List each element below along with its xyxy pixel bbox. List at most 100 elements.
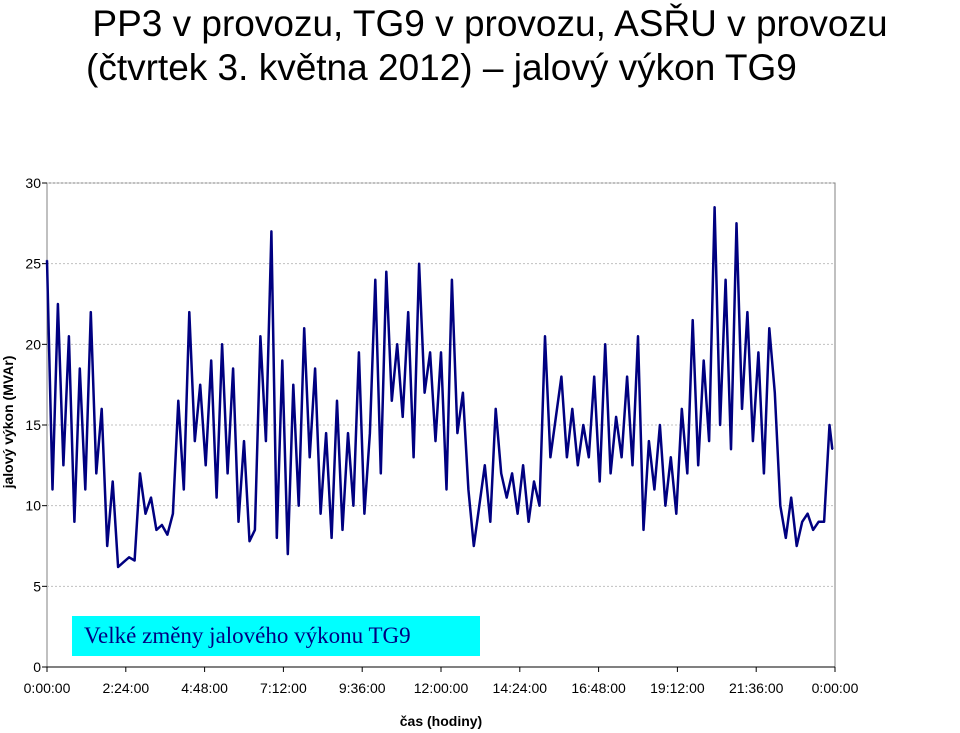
data-point <box>79 367 81 370</box>
data-point <box>484 464 486 467</box>
annotation-box: Velké změny jalového výkonu TG9 <box>72 616 480 656</box>
data-point <box>226 472 229 475</box>
data-point <box>566 456 568 459</box>
data-point <box>440 351 442 354</box>
data-point <box>287 553 289 555</box>
y-tick-label: 25 <box>25 256 41 272</box>
data-point <box>314 367 316 370</box>
x-axis-title: čas (hodiny) <box>400 713 482 729</box>
chart-title-line-1: PP3 v provozu, TG9 v provozu, ASŘU v pro… <box>92 3 888 44</box>
data-point <box>84 488 87 491</box>
data-point <box>407 311 410 313</box>
data-point <box>369 432 371 434</box>
y-axis-title: jalový výkon (MVAr) <box>0 356 16 490</box>
data-point <box>505 496 508 499</box>
data-point <box>401 416 404 418</box>
data-point <box>620 456 623 459</box>
data-point <box>319 512 322 515</box>
x-tick-label: 0:00:00 <box>812 680 859 696</box>
data-point <box>790 496 792 499</box>
data-point <box>423 391 426 394</box>
x-tick-label: 21:36:00 <box>729 680 784 696</box>
data-point <box>473 545 475 547</box>
data-point <box>374 279 377 281</box>
x-tick-label: 2:24:00 <box>102 680 149 696</box>
data-point <box>341 529 344 531</box>
x-tick-label: 19:12:00 <box>650 680 705 696</box>
data-point <box>144 512 147 515</box>
data-point <box>615 416 617 418</box>
data-point <box>297 504 300 507</box>
data-point <box>549 456 552 459</box>
data-point <box>243 440 245 442</box>
data-point <box>199 383 201 386</box>
data-point <box>221 343 223 346</box>
data-point <box>150 496 152 499</box>
y-tick-label: 0 <box>33 659 41 675</box>
data-point <box>46 259 48 262</box>
data-point <box>352 504 355 507</box>
data-point <box>757 351 760 354</box>
data-point <box>828 424 831 426</box>
data-point <box>51 488 54 491</box>
data-point <box>396 343 399 346</box>
x-tick-label: 4:48:00 <box>181 680 228 696</box>
data-point <box>106 545 108 547</box>
data-point <box>259 335 262 338</box>
y-tick-label: 15 <box>25 417 41 433</box>
series-line <box>45 205 834 569</box>
data-point <box>812 529 814 531</box>
data-point <box>560 375 563 378</box>
data-point <box>741 408 743 410</box>
data-point <box>691 319 694 321</box>
data-point <box>303 327 306 330</box>
data-point <box>139 472 141 475</box>
data-point <box>686 472 689 475</box>
data-point <box>588 456 590 459</box>
y-tick-label: 5 <box>33 578 41 594</box>
data-point <box>598 480 601 483</box>
data-point <box>817 521 820 523</box>
data-point <box>538 504 541 507</box>
data-point <box>746 311 749 313</box>
data-point <box>702 359 705 362</box>
data-point <box>308 456 311 459</box>
data-point <box>659 424 661 426</box>
data-point <box>95 472 98 475</box>
data-point <box>653 488 656 491</box>
data-point <box>582 424 585 426</box>
y-tick-label: 30 <box>25 175 41 191</box>
data-point <box>713 206 716 208</box>
data-point <box>489 521 492 523</box>
data-point <box>752 440 754 442</box>
data-point <box>166 533 169 536</box>
data-point <box>593 375 595 378</box>
data-point <box>511 472 513 475</box>
data-point <box>117 566 119 568</box>
data-point <box>831 448 834 451</box>
y-tick-label: 10 <box>25 498 41 514</box>
data-point <box>194 440 196 442</box>
data-point <box>429 351 431 354</box>
data-point <box>248 540 251 542</box>
data-point <box>516 512 519 515</box>
data-point <box>215 496 218 499</box>
data-point <box>719 424 721 426</box>
data-point <box>100 408 103 410</box>
data-point <box>172 512 174 515</box>
x-tick-label: 9:36:00 <box>339 680 386 696</box>
data-point <box>763 472 765 475</box>
data-point <box>577 464 579 467</box>
data-point <box>604 343 606 346</box>
data-point <box>801 521 803 523</box>
data-point <box>177 400 180 402</box>
data-point <box>823 521 825 523</box>
data-point <box>774 391 776 394</box>
data-point <box>467 488 470 491</box>
data-point <box>724 279 727 281</box>
data-point <box>681 408 683 410</box>
data-point <box>533 480 535 483</box>
data-point <box>544 335 546 338</box>
data-point <box>57 303 59 305</box>
